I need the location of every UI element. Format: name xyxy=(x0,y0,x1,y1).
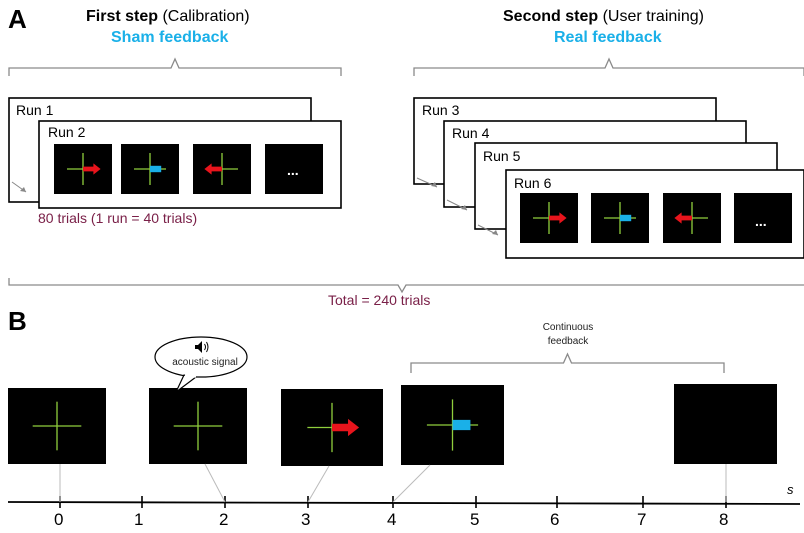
step2-title-bold: Second step xyxy=(503,8,599,25)
step2-bracket xyxy=(413,57,804,76)
tick-label: 6 xyxy=(550,510,560,529)
run-label: Run 4 xyxy=(452,125,490,141)
axis-unit-label: s xyxy=(787,482,794,497)
blue-feedback-bar xyxy=(620,214,632,222)
step2-title: Second step (User training) xyxy=(503,8,704,26)
tick-label: 7 xyxy=(637,510,647,529)
red-arrow-icon xyxy=(204,163,222,175)
ellipsis-label: ... xyxy=(287,162,299,178)
run-label: Run 3 xyxy=(422,102,460,118)
screen-black xyxy=(734,193,792,243)
speech-bubble-tail-mask xyxy=(184,374,197,378)
screen-black xyxy=(265,144,323,194)
tick-label: 0 xyxy=(54,510,64,529)
red-arrow-icon xyxy=(332,418,360,437)
red-arrow-icon xyxy=(549,212,567,224)
blue-feedback-bar xyxy=(150,165,162,173)
speaker-icon xyxy=(195,341,202,353)
lead-line xyxy=(307,465,330,503)
tick-label: 3 xyxy=(301,510,311,529)
step1-bracket xyxy=(8,57,342,76)
run-label: Run 6 xyxy=(514,175,552,191)
blue-feedback-bar xyxy=(452,419,471,431)
trials-note: 80 trials (1 run = 40 trials) xyxy=(38,210,198,226)
tick-label: 2 xyxy=(219,510,229,529)
panel-b-letter: B xyxy=(8,306,27,336)
step1-title-rest: (Calibration) xyxy=(158,8,250,25)
continuous-feedback-bracket xyxy=(410,352,725,373)
step2-title-rest: (User training) xyxy=(598,8,704,25)
lead-line xyxy=(204,463,226,503)
acoustic-signal-label: acoustic signal xyxy=(172,357,238,368)
sham-feedback-label: Sham feedback xyxy=(111,29,229,46)
real-feedback-label: Real feedback xyxy=(554,29,662,46)
speech-bubble xyxy=(154,336,248,378)
screen-black xyxy=(674,384,777,464)
red-arrow-icon xyxy=(674,212,692,224)
step1-title-bold: First step xyxy=(86,8,159,25)
stack-arrowhead xyxy=(20,187,26,192)
panel-a-letter: A xyxy=(8,4,27,34)
step1-title: First step (Calibration) xyxy=(86,8,250,26)
tick-label: 4 xyxy=(387,510,397,529)
tick-label: 8 xyxy=(719,510,729,529)
stack-arrowhead xyxy=(461,205,467,210)
lead-line xyxy=(392,464,431,503)
stack-arrowhead xyxy=(431,182,437,187)
time-axis xyxy=(7,501,801,505)
run-label: Run 1 xyxy=(16,102,54,118)
sound-wave-icon xyxy=(206,341,209,353)
feedback-label: feedback xyxy=(547,336,589,347)
red-arrow-icon xyxy=(83,163,101,175)
stack-arrowhead xyxy=(492,230,498,235)
tick-label: 5 xyxy=(470,510,480,529)
run-label: Run 5 xyxy=(483,148,521,164)
total-trials: Total = 240 trials xyxy=(328,292,431,308)
continuous-label: Continuous xyxy=(542,322,594,333)
total-bracket xyxy=(8,278,804,294)
run-label: Run 2 xyxy=(48,124,86,140)
sound-wave-icon xyxy=(204,343,206,351)
tick-label: 1 xyxy=(134,510,144,529)
ellipsis-label: ... xyxy=(755,213,767,229)
